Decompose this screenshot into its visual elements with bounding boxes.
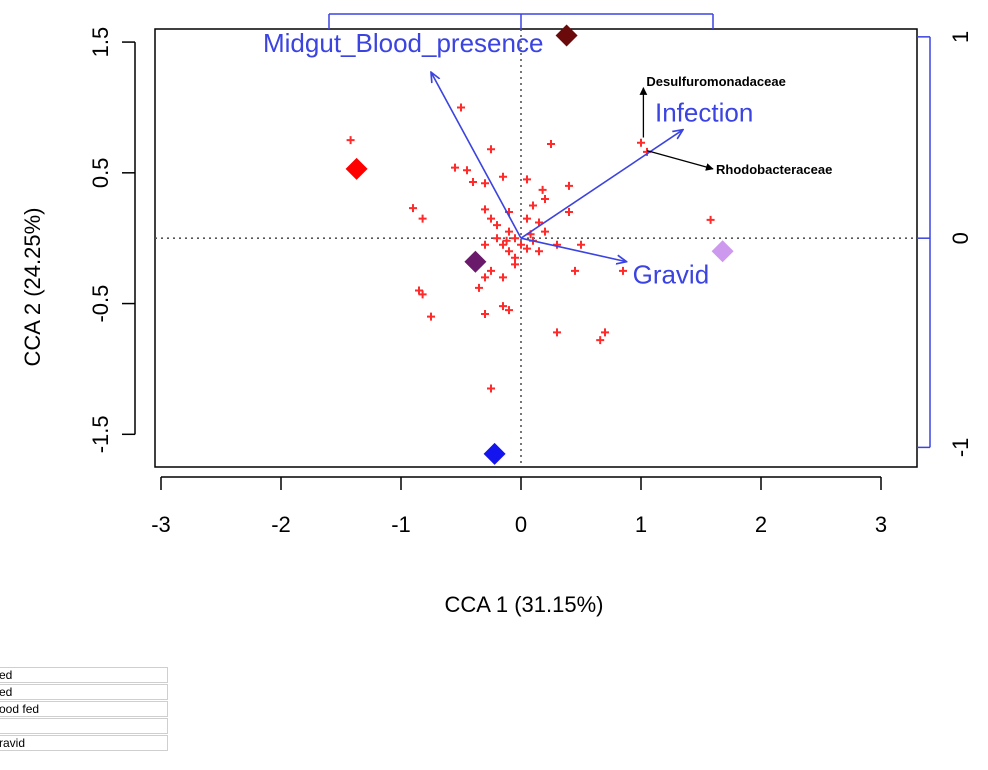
y-axis-title: CCA 2 (24.25%) <box>20 208 45 367</box>
right-tick-label: 0 <box>948 232 973 244</box>
x-tick-label: 0 <box>515 512 527 537</box>
sample-point <box>463 166 471 174</box>
x-tick-label: 2 <box>755 512 767 537</box>
y-tick-label: 0.5 <box>88 158 113 189</box>
right-tick-label: -1 <box>948 438 973 458</box>
env-vector-label: Infection <box>655 98 753 128</box>
sample-point <box>481 179 489 187</box>
group-centroids <box>346 25 734 465</box>
sample-point <box>601 328 609 336</box>
env-vector-arrow <box>521 130 683 239</box>
sample-point <box>517 241 525 249</box>
legend-row: ravid <box>0 735 168 751</box>
sample-point <box>571 267 579 275</box>
sample-point <box>565 182 573 190</box>
env-vector-label: Midgut_Blood_presence <box>263 28 543 58</box>
sample-point <box>565 208 573 216</box>
legend-row <box>0 718 168 734</box>
x-tick-label: -3 <box>151 512 171 537</box>
sample-point <box>487 215 495 223</box>
x-axis: -3 -2 -1 0 1 2 3 <box>151 477 887 537</box>
centroid-diamond <box>464 251 486 273</box>
y-tick-label: -0.5 <box>88 285 113 323</box>
sample-point <box>481 273 489 281</box>
legend-row: ood fed <box>0 701 168 717</box>
sample-point <box>419 215 427 223</box>
sample-point <box>487 267 495 275</box>
top-axis <box>329 14 713 29</box>
x-axis-title: CCA 1 (31.15%) <box>445 592 604 617</box>
sample-point <box>505 306 513 314</box>
sample-point <box>707 216 715 224</box>
x-tick-label: 1 <box>635 512 647 537</box>
sample-point <box>596 336 604 344</box>
sample-point <box>529 202 537 210</box>
sample-point <box>499 302 507 310</box>
sample-point <box>451 164 459 172</box>
x-tick-label: -2 <box>271 512 291 537</box>
env-vector-label: Gravid <box>633 260 710 290</box>
legend-row: ed <box>0 684 168 700</box>
sample-point <box>547 140 555 148</box>
centroid-diamond <box>484 443 506 465</box>
sample-points <box>347 103 715 392</box>
taxon-vector-arrow <box>647 151 713 169</box>
sample-point <box>493 234 501 242</box>
plot-frame <box>155 29 917 467</box>
sample-point <box>511 260 519 268</box>
sample-point <box>505 247 513 255</box>
taxon-vector-label: Rhodobacteraceae <box>716 162 832 177</box>
sample-point <box>499 173 507 181</box>
centroid-diamond <box>556 25 578 47</box>
centroid-diamond <box>712 240 734 262</box>
y-tick-label: 1.5 <box>88 27 113 58</box>
centroid-diamond <box>346 158 368 180</box>
sample-point <box>457 103 465 111</box>
sample-point <box>481 205 489 213</box>
sample-point <box>499 273 507 281</box>
env-vector-arrow <box>431 72 521 238</box>
sample-point <box>541 228 549 236</box>
sample-point <box>511 234 519 242</box>
y-axis: -1.5 -0.5 0.5 1.5 <box>88 27 135 453</box>
sample-point <box>427 313 435 321</box>
sample-point <box>481 310 489 318</box>
sample-point <box>481 241 489 249</box>
sample-point <box>523 245 531 253</box>
sample-point <box>523 175 531 183</box>
right-axis: 1 0 -1 <box>917 31 973 457</box>
sample-point <box>553 328 561 336</box>
sample-point <box>539 186 547 194</box>
sample-point <box>487 385 495 393</box>
taxon-vector-label: Desulfuromonadaceae <box>646 74 785 89</box>
sample-point <box>577 241 585 249</box>
sample-point <box>409 204 417 212</box>
reference-lines <box>155 29 917 467</box>
x-tick-label: 3 <box>875 512 887 537</box>
sample-point <box>493 221 501 229</box>
legend-row: ed <box>0 667 168 683</box>
right-tick-label: 1 <box>948 31 973 43</box>
sample-point <box>523 215 531 223</box>
x-tick-label: -1 <box>391 512 411 537</box>
env-vector-arrow <box>521 238 627 262</box>
y-tick-label: -1.5 <box>88 415 113 453</box>
sample-point <box>637 139 645 147</box>
sample-point <box>347 136 355 144</box>
sample-point <box>619 267 627 275</box>
sample-point <box>535 247 543 255</box>
sample-point <box>487 145 495 153</box>
sample-point <box>505 228 513 236</box>
sample-point <box>541 195 549 203</box>
sample-point <box>475 284 483 292</box>
sample-point <box>469 178 477 186</box>
